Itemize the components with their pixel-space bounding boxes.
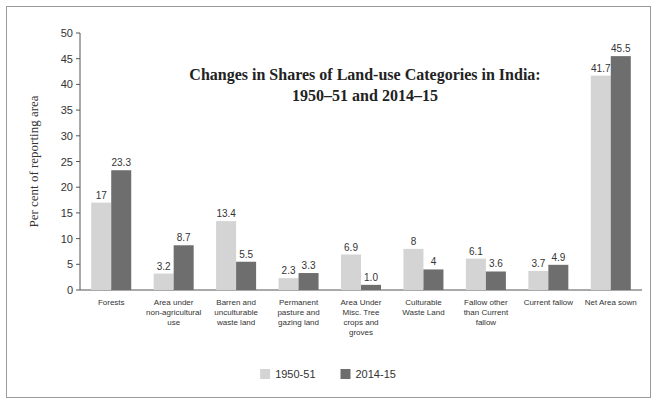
data-label: 45.5 [611,43,631,54]
bar [91,203,111,290]
bar [591,76,611,290]
data-label: 4.9 [551,252,565,263]
data-label: 8.7 [177,232,191,243]
x-tick-label: Fallow otherthan Currentfallow [464,298,509,327]
x-tick-label: Current fallow [524,298,574,307]
y-tick [76,84,80,85]
bar [111,170,131,290]
y-tick [76,135,80,136]
data-label: 17 [96,190,108,201]
data-label: 1.0 [364,272,378,283]
legend-swatch [260,369,270,379]
y-tick-label: 5 [67,258,73,270]
y-tick [76,264,80,265]
data-label: 41.7 [591,63,611,74]
y-tick-label: 50 [61,27,73,39]
bars [91,56,631,290]
y-tick-label: 15 [61,207,73,219]
y-tick [76,187,80,188]
bar [299,273,319,290]
x-tick-label: Area undernon-agriculturaluse [146,298,201,327]
y-tick [76,58,80,59]
data-label: 8 [411,236,417,247]
bar [528,271,548,290]
x-tick-label: Barren andunculturablewaste land [214,298,258,327]
data-label: 3.2 [157,261,171,272]
y-axis-label: Per cent of reporting area [26,95,41,227]
y-tick-label: 25 [61,156,73,168]
bar [486,271,506,290]
legend-label: 2014-15 [356,368,396,380]
y-tick-label: 45 [61,53,73,65]
legend-label: 1950-51 [275,368,315,380]
data-labels: 17 3.2 13.4 2.3 6.9 8 6.1 3.7 41.7 23.3 8.7 5.5 3.3 1… [96,43,631,283]
frame [7,7,651,398]
y-tick [76,33,80,34]
data-label: 5.5 [239,249,253,260]
y-tick-label: 0 [67,284,73,296]
y-tick-label: 10 [61,233,73,245]
y-tick-label: 20 [61,181,73,193]
chart: 0 5 10 15 20 25 30 35 40 45 50 Per cent of reportin… [0,0,657,404]
bar [279,278,299,290]
data-label: 3.7 [531,258,545,269]
bar [174,245,194,290]
x-tick-label: CulturableWaste Land [402,298,444,317]
data-label: 13.4 [216,208,236,219]
data-label: 6.1 [469,246,483,257]
data-label: 3.3 [302,260,316,271]
y-tick-label: 40 [61,78,73,90]
bar [403,249,423,290]
bar [361,285,381,290]
data-label: 4 [431,256,437,267]
x-tick-label: Forests [98,298,125,307]
bar [236,262,256,290]
x-tick-label: Area UnderMisc. Treecrops andgroves [341,298,382,337]
data-label: 6.9 [344,242,358,253]
bar [341,255,361,290]
y-tick [76,161,80,162]
bar [548,265,568,290]
title: Changes in Shares of Land-use Categories… [189,66,540,104]
legend-swatch [341,369,351,379]
y-tick [76,238,80,239]
data-label: 2.3 [282,265,296,276]
y-tick-label: 35 [61,104,73,116]
y-tick [76,212,80,213]
y-tick [76,110,80,111]
bar [154,274,174,290]
bar [423,269,443,290]
bar [611,56,631,290]
bar [216,221,236,290]
y-tick-label: 30 [61,130,73,142]
data-label: 23.3 [111,157,131,168]
data-label: 3.6 [489,258,503,269]
y-tick [76,290,80,291]
bar [466,259,486,290]
x-tick-label: Net Area sown [585,298,637,307]
legend: 1950-51 2014-15 [260,368,396,380]
x-tick-label: Permanentpasture andgazing land [277,298,319,327]
